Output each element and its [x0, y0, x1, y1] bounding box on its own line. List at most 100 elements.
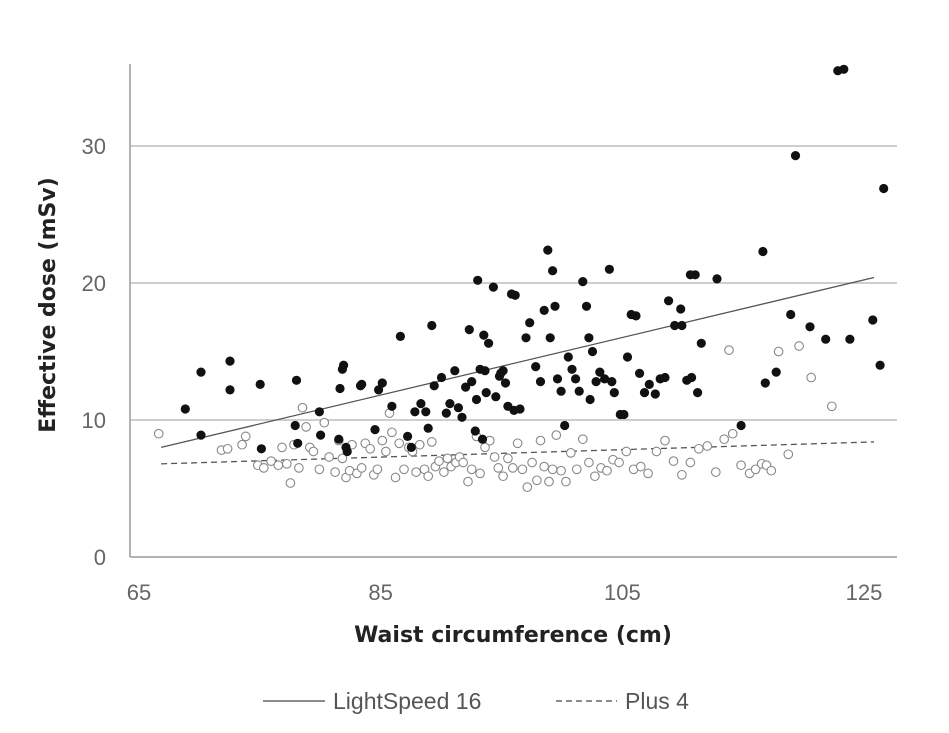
point-lightspeed-83	[591, 377, 601, 387]
point-plus4-101	[736, 460, 746, 471]
point-lightspeed-80	[584, 333, 594, 343]
point-lightspeed-113	[760, 378, 770, 388]
point-lightspeed-61	[515, 404, 525, 414]
point-lightspeed-25	[403, 431, 413, 441]
point-plus4-111	[806, 372, 817, 383]
point-plus4-0	[153, 428, 164, 439]
point-lightspeed-109	[696, 338, 706, 348]
point-plus4-33	[377, 435, 388, 446]
point-lightspeed-57	[480, 366, 490, 376]
point-lightspeed-20	[374, 385, 384, 395]
point-lightspeed-23	[387, 401, 397, 411]
point-lightspeed-72	[556, 386, 566, 396]
point-plus4-98	[710, 467, 721, 477]
point-plus4-9	[277, 442, 287, 453]
point-plus4-23	[337, 453, 348, 464]
point-plus4-66	[512, 438, 523, 449]
point-plus4-42	[411, 467, 421, 477]
data-points	[153, 64, 889, 492]
trend-lines	[160, 276, 875, 465]
point-lightspeed-38	[457, 412, 467, 422]
point-plus4-4	[240, 431, 251, 442]
point-lightspeed-6	[256, 444, 266, 454]
point-lightspeed-31	[427, 320, 437, 331]
point-plus4-46	[426, 437, 437, 447]
point-plus4-110	[794, 341, 804, 351]
point-lightspeed-62	[521, 333, 531, 343]
point-lightspeed-81	[585, 394, 595, 405]
point-lightspeed-56	[479, 330, 489, 340]
point-plus4-19	[319, 417, 330, 428]
point-lightspeed-59	[496, 368, 506, 378]
x-tick-label-65: 65	[127, 580, 151, 605]
point-plus4-92	[660, 435, 670, 446]
point-lightspeed-95	[639, 388, 650, 398]
point-lightspeed-32	[429, 381, 439, 391]
y-axis-title: Effective dose (mSv)	[36, 177, 61, 433]
point-plus4-50	[442, 453, 453, 464]
point-plus4-79	[571, 464, 582, 475]
point-lightspeed-48	[491, 392, 501, 402]
point-lightspeed-102	[676, 304, 686, 314]
point-plus4-78	[565, 448, 576, 458]
point-lightspeed-67	[543, 245, 553, 255]
trend-line-plus4	[161, 441, 875, 465]
point-plus4-72	[539, 461, 550, 472]
gridlines	[130, 145, 897, 421]
point-lightspeed-100	[664, 296, 674, 306]
point-plus4-58	[475, 468, 485, 479]
point-lightspeed-116	[790, 151, 801, 161]
y-tick-label-30: 30	[82, 134, 106, 159]
point-plus4-39	[399, 464, 409, 475]
point-plus4-73	[544, 476, 554, 487]
point-plus4-70	[532, 475, 542, 486]
point-plus4-81	[584, 457, 594, 468]
point-plus4-86	[614, 457, 624, 468]
point-lightspeed-85	[600, 374, 610, 384]
point-lightspeed-123	[875, 360, 885, 370]
point-plus4-64	[503, 453, 513, 464]
point-lightspeed-47	[484, 338, 494, 348]
point-lightspeed-51	[500, 378, 511, 388]
point-plus4-99	[719, 434, 730, 445]
point-plus4-59	[480, 442, 490, 453]
point-lightspeed-39	[461, 382, 471, 392]
point-lightspeed-37	[453, 403, 463, 413]
point-lightspeed-82	[587, 346, 598, 357]
point-lightspeed-88	[609, 388, 619, 398]
point-lightspeed-71	[552, 374, 563, 384]
point-plus4-18	[314, 464, 325, 475]
point-plus4-91	[651, 446, 662, 457]
point-lightspeed-27	[410, 407, 420, 417]
point-plus4-56	[466, 464, 477, 475]
point-lightspeed-75	[567, 364, 577, 374]
point-lightspeed-117	[805, 322, 815, 332]
point-lightspeed-87	[607, 377, 617, 387]
point-plus4-93	[668, 456, 679, 466]
point-lightspeed-43	[471, 394, 482, 405]
point-plus4-43	[414, 439, 425, 450]
point-lightspeed-45	[477, 434, 488, 444]
point-lightspeed-73	[560, 420, 570, 431]
y-tick-label-10: 10	[82, 408, 106, 433]
legend: LightSpeed 16 Plus 4	[263, 688, 689, 714]
point-lightspeed-90	[619, 409, 629, 420]
x-axis-title: Waist circumference (cm)	[354, 623, 672, 648]
point-plus4-3	[237, 439, 247, 450]
point-plus4-74	[547, 464, 558, 475]
point-plus4-87	[621, 446, 632, 457]
point-plus4-6	[258, 463, 269, 473]
point-plus4-82	[590, 471, 600, 482]
point-lightspeed-77	[574, 386, 584, 396]
point-plus4-96	[693, 443, 704, 454]
point-plus4-17	[308, 446, 319, 457]
point-plus4-94	[677, 469, 687, 480]
point-lightspeed-107	[690, 270, 700, 280]
point-lightspeed-110	[712, 274, 722, 284]
point-plus4-62	[493, 463, 504, 473]
point-plus4-103	[750, 464, 761, 475]
point-plus4-112	[826, 401, 837, 412]
point-lightspeed-5	[255, 379, 265, 389]
point-lightspeed-70	[550, 301, 560, 311]
point-plus4-7	[266, 456, 276, 466]
